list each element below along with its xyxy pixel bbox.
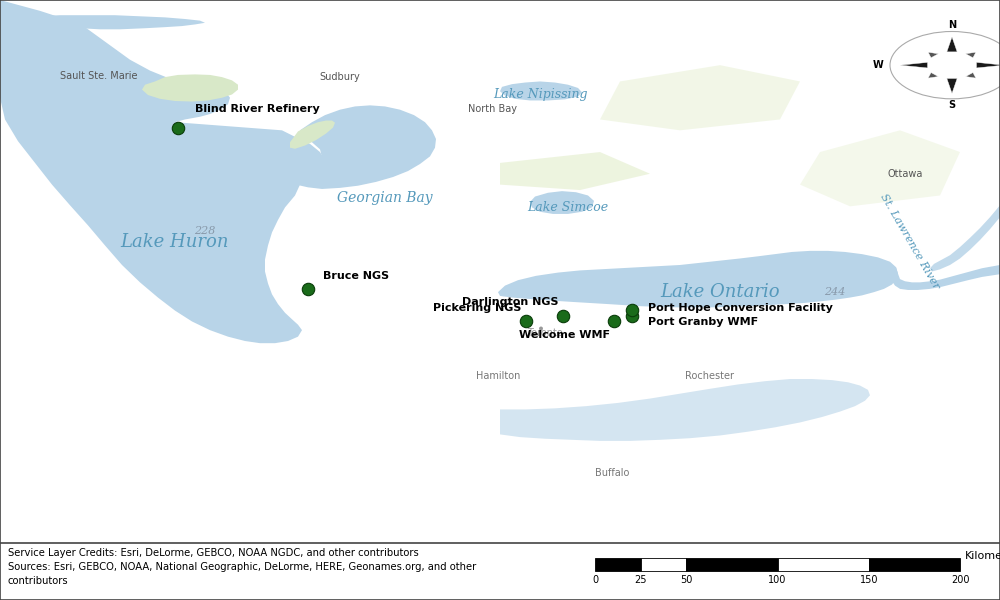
Polygon shape [498, 251, 898, 307]
Text: Georgian Bay: Georgian Bay [337, 191, 433, 205]
Point [624, 311, 640, 321]
Polygon shape [928, 52, 938, 58]
Text: Sault Ste. Marie: Sault Ste. Marie [60, 71, 138, 81]
Text: Lake Simcoe: Lake Simcoe [527, 201, 609, 214]
Polygon shape [142, 74, 238, 101]
Polygon shape [947, 79, 957, 94]
Text: 150: 150 [859, 575, 878, 586]
Text: Welcome WMF: Welcome WMF [519, 330, 610, 340]
Polygon shape [966, 52, 976, 58]
Text: 0: 0 [592, 575, 598, 586]
Text: Blind River Refinery: Blind River Refinery [195, 104, 320, 114]
Text: Port Granby WMF: Port Granby WMF [648, 317, 758, 327]
Text: Hamilton: Hamilton [476, 371, 520, 381]
Text: Lake Huron: Lake Huron [121, 233, 229, 251]
Circle shape [890, 31, 1000, 99]
Polygon shape [947, 37, 957, 52]
Text: Darlington NGS: Darlington NGS [462, 298, 558, 307]
Polygon shape [296, 106, 436, 189]
FancyBboxPatch shape [595, 559, 641, 571]
Polygon shape [928, 73, 938, 78]
Polygon shape [0, 15, 205, 29]
FancyBboxPatch shape [641, 559, 686, 571]
Text: N: N [948, 20, 956, 30]
Text: 244: 244 [824, 287, 846, 297]
Text: Lake Nipissing: Lake Nipissing [493, 88, 587, 101]
Polygon shape [500, 82, 582, 100]
Polygon shape [0, 0, 325, 343]
Polygon shape [600, 65, 800, 130]
Text: 228: 228 [194, 226, 216, 236]
Point [300, 284, 316, 293]
Text: Service Layer Credits: Esri, DeLorme, GEBCO, NOAA NGDC, and other contributors
S: Service Layer Credits: Esri, DeLorme, GE… [8, 548, 476, 586]
Point [170, 123, 186, 133]
Polygon shape [500, 152, 650, 190]
Text: Ottawa: Ottawa [887, 169, 923, 179]
Text: 50: 50 [680, 575, 692, 586]
Polygon shape [976, 62, 1000, 68]
FancyBboxPatch shape [869, 559, 960, 571]
Polygon shape [900, 62, 928, 68]
Text: 100: 100 [768, 575, 787, 586]
Text: Bruce NGS: Bruce NGS [323, 271, 389, 281]
Text: S: S [948, 100, 956, 110]
Polygon shape [966, 73, 976, 78]
Text: North Bay: North Bay [468, 104, 516, 113]
Point [518, 317, 534, 326]
Point [533, 324, 549, 334]
Point [555, 311, 571, 321]
Polygon shape [892, 265, 1000, 290]
Point [606, 317, 622, 326]
Text: Buffalo: Buffalo [595, 469, 629, 478]
Point [624, 305, 640, 314]
Text: Toronto: Toronto [527, 328, 563, 338]
Text: 25: 25 [634, 575, 647, 586]
Text: Lake Ontario: Lake Ontario [660, 283, 780, 301]
Text: St. Lawrence River: St. Lawrence River [879, 192, 941, 291]
Text: Sudbury: Sudbury [320, 72, 360, 82]
Text: Rochester: Rochester [686, 371, 734, 381]
Polygon shape [530, 191, 594, 214]
Text: 200: 200 [951, 575, 969, 586]
Text: Port Hope Conversion Facility: Port Hope Conversion Facility [648, 303, 833, 313]
Polygon shape [930, 205, 1000, 271]
Text: W: W [873, 60, 883, 70]
FancyBboxPatch shape [778, 559, 869, 571]
Polygon shape [500, 379, 870, 441]
Polygon shape [800, 130, 960, 206]
Polygon shape [290, 121, 335, 149]
Text: Kilometers: Kilometers [965, 551, 1000, 561]
FancyBboxPatch shape [686, 559, 778, 571]
Text: Pickering NGS: Pickering NGS [433, 303, 521, 313]
